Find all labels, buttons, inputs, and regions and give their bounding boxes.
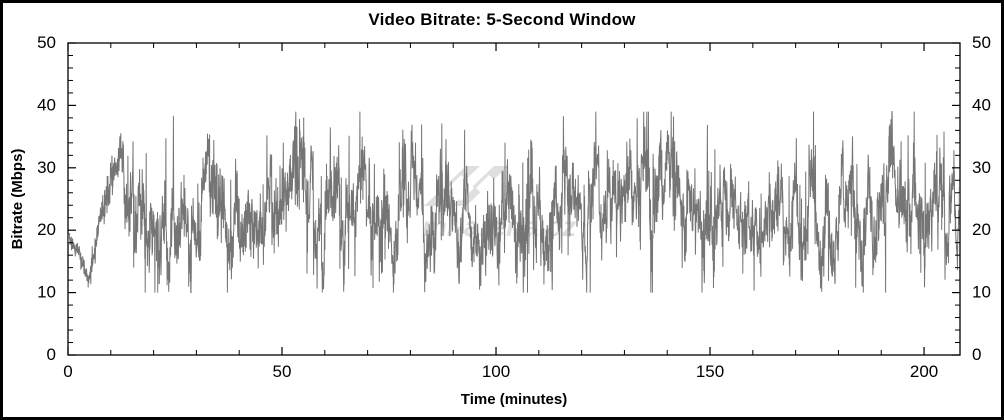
svg-text:50: 50 [972, 33, 991, 52]
svg-text:50: 50 [37, 33, 56, 52]
svg-text:0: 0 [47, 345, 56, 364]
svg-text:20: 20 [972, 220, 991, 239]
svg-text:40: 40 [37, 95, 56, 114]
svg-text:30: 30 [972, 158, 991, 177]
svg-text:10: 10 [37, 283, 56, 302]
svg-text:40: 40 [972, 95, 991, 114]
svg-text:0: 0 [972, 345, 981, 364]
svg-text:30: 30 [37, 158, 56, 177]
svg-text:200: 200 [910, 362, 938, 381]
svg-text:100: 100 [482, 362, 510, 381]
svg-text:150: 150 [696, 362, 724, 381]
svg-text:20: 20 [37, 220, 56, 239]
svg-text:0: 0 [63, 362, 72, 381]
svg-text:50: 50 [273, 362, 292, 381]
svg-text:10: 10 [972, 283, 991, 302]
